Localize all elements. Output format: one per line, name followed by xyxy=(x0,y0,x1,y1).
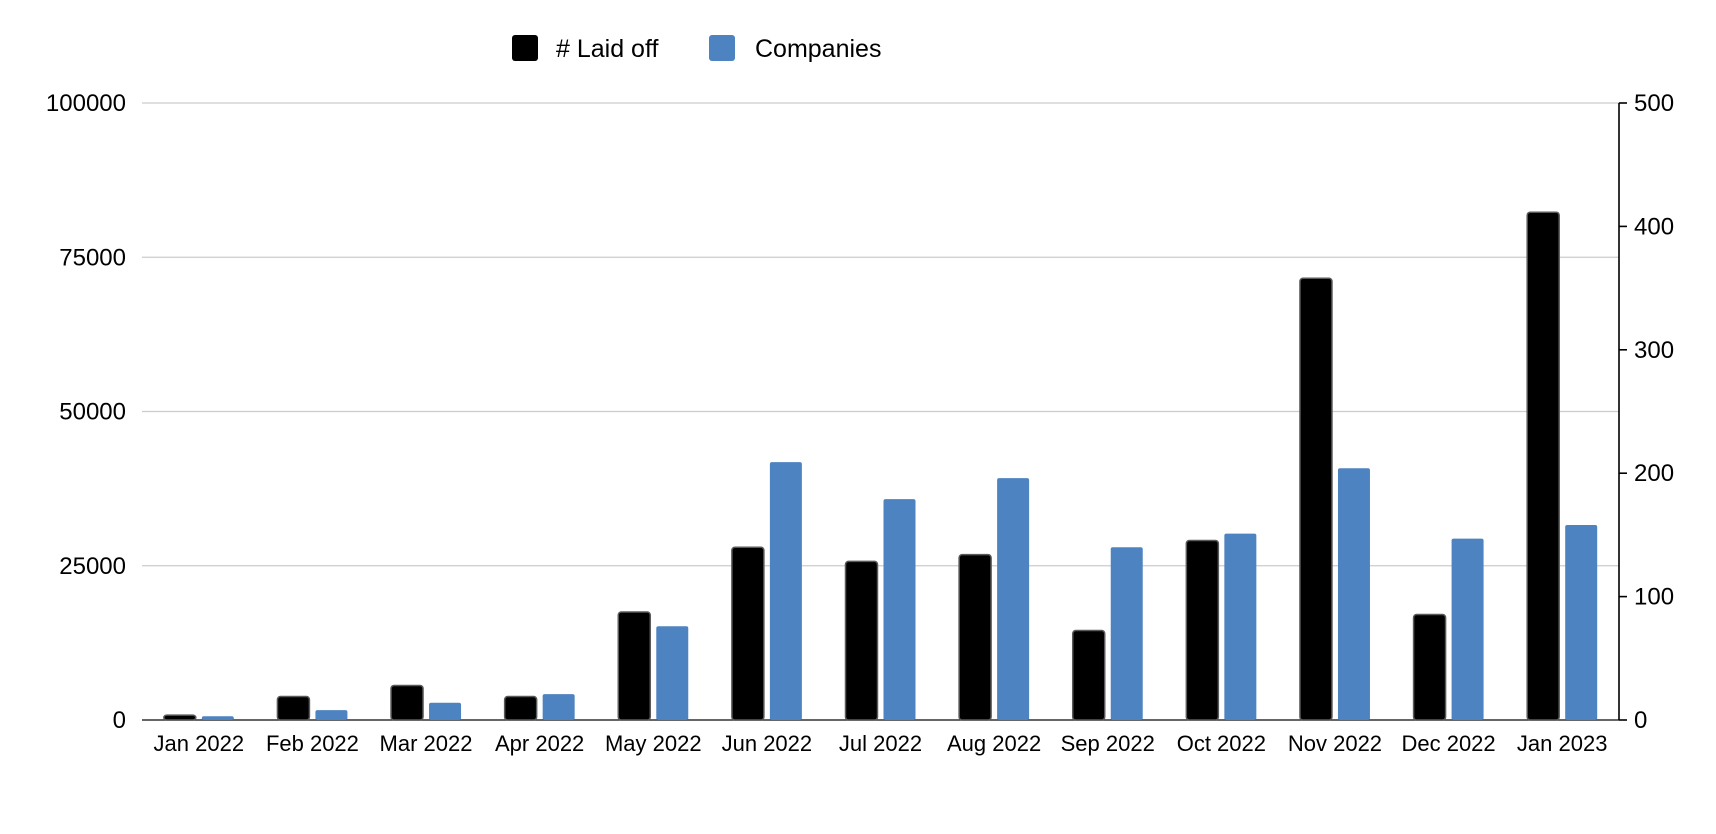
legend-label-laid-off: # Laid off xyxy=(556,35,658,63)
right-tick-label: 300 xyxy=(1634,337,1674,364)
category-label: Jul 2022 xyxy=(839,731,922,756)
bar-companies xyxy=(1337,468,1370,720)
bar-companies xyxy=(1224,533,1257,720)
legend-label-companies: Companies xyxy=(755,35,881,63)
bar-laid-off xyxy=(958,553,992,721)
legend-item-companies: Companies xyxy=(709,35,881,63)
right-tick-label: 200 xyxy=(1634,460,1674,487)
gridlines xyxy=(142,102,1619,721)
left-tick-label: 0 xyxy=(113,707,126,734)
bar-companies xyxy=(429,702,462,720)
bar-laid-off xyxy=(1071,629,1106,721)
bar-laid-off xyxy=(731,546,765,721)
bar-laid-off xyxy=(1526,211,1560,721)
category-label: Apr 2022 xyxy=(495,731,584,756)
category-label: Sep 2022 xyxy=(1061,731,1155,756)
right-tick-label: 0 xyxy=(1634,707,1647,734)
legend: # Laid off Companies xyxy=(512,35,881,63)
category-label: Feb 2022 xyxy=(266,731,359,756)
bars xyxy=(163,211,1598,721)
legend-swatch-laid-off xyxy=(512,35,538,61)
right-axis: 0 100 200 300 400 500 xyxy=(1618,90,1674,734)
left-axis-ticks: 0 25000 50000 75000 100000 xyxy=(46,90,126,734)
bar-companies xyxy=(201,716,234,720)
category-label: Mar 2022 xyxy=(380,731,473,756)
bar-companies xyxy=(769,462,802,720)
category-labels: Jan 2022 Feb 2022 Mar 2022 Apr 2022 May 2022… xyxy=(154,731,1608,756)
bar-companies xyxy=(883,499,916,720)
bar-laid-off xyxy=(276,695,311,721)
bar-laid-off xyxy=(503,695,538,721)
bar-companies xyxy=(1565,525,1598,720)
legend-swatch-companies xyxy=(709,35,735,61)
bar-laid-off xyxy=(163,714,197,721)
category-label: May 2022 xyxy=(605,731,702,756)
category-label: Dec 2022 xyxy=(1401,731,1495,756)
right-tick-label: 400 xyxy=(1634,213,1674,240)
bar-laid-off xyxy=(617,611,652,721)
bar-companies xyxy=(1451,538,1484,720)
category-label: Oct 2022 xyxy=(1177,731,1266,756)
legend-item-laid-off: # Laid off xyxy=(512,35,658,63)
category-label: Aug 2022 xyxy=(947,731,1041,756)
category-label: Jan 2023 xyxy=(1517,731,1608,756)
left-tick-label: 25000 xyxy=(59,553,126,580)
left-tick-label: 50000 xyxy=(59,399,126,426)
bar-laid-off xyxy=(1412,613,1447,721)
category-label: Jun 2022 xyxy=(722,731,813,756)
left-tick-label: 100000 xyxy=(46,90,126,117)
bar-companies xyxy=(315,710,348,720)
bar-laid-off xyxy=(844,560,879,721)
bar-laid-off xyxy=(1299,277,1333,721)
right-tick-label: 500 xyxy=(1634,90,1674,117)
bar-laid-off xyxy=(1185,539,1220,721)
bar-companies xyxy=(1110,547,1143,720)
right-tick-label: 100 xyxy=(1634,584,1674,611)
bar-laid-off xyxy=(390,684,424,721)
category-label: Jan 2022 xyxy=(154,731,245,756)
bar-companies xyxy=(542,694,575,720)
category-label: Nov 2022 xyxy=(1288,731,1382,756)
bar-companies xyxy=(997,478,1030,720)
left-tick-label: 75000 xyxy=(59,244,126,271)
bar-companies xyxy=(656,626,689,720)
